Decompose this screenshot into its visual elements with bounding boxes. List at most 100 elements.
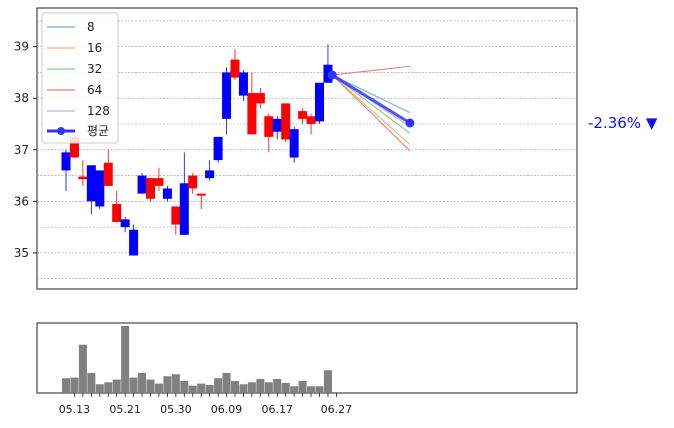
forecast-line [332, 65, 410, 76]
forecast-line [331, 74, 411, 146]
candle-body [298, 111, 308, 119]
volume-bar [112, 379, 121, 393]
candle [146, 178, 155, 202]
candle [315, 82, 324, 125]
candle [154, 167, 164, 192]
volume-bar [171, 374, 180, 393]
x-axis: 05.13 05.21 05.30 06.09 06.17 06.27 [59, 393, 352, 416]
candle [230, 49, 240, 81]
price-y-axis: 35 36 37 38 39 [14, 40, 37, 260]
legend-marker-mean [57, 127, 65, 135]
candle [95, 170, 105, 210]
legend-label-16: 16 [87, 41, 102, 55]
volume-bar [256, 378, 265, 393]
candle-body [95, 170, 105, 207]
candle-body [264, 116, 274, 137]
candle [78, 160, 88, 186]
x-tick-label: 06.17 [262, 403, 294, 416]
candle-body [103, 162, 113, 186]
volume-bar [163, 376, 172, 393]
candle-body [112, 203, 122, 222]
forecast-line [331, 74, 411, 152]
legend: 8 16 32 64 128 평균 [41, 12, 119, 144]
candle [255, 87, 265, 109]
candle-body [196, 193, 206, 196]
candle-body [205, 170, 215, 179]
candle-body [120, 219, 130, 228]
volume-bar [231, 380, 239, 393]
volume-bar [188, 385, 197, 393]
candle-body [306, 116, 316, 125]
forecast-mean-line [331, 73, 411, 125]
volume-bar [104, 382, 113, 393]
y-tick-label: 35 [14, 246, 29, 260]
candle [298, 108, 308, 125]
volume-bar [205, 384, 214, 393]
candle-body [272, 118, 282, 132]
candle-body [230, 59, 240, 78]
volume-bar [180, 380, 189, 393]
candle [213, 136, 223, 163]
x-tick-label: 06.09 [211, 403, 243, 416]
y-tick-label: 39 [14, 40, 29, 54]
legend-label-8: 8 [87, 20, 95, 34]
legend-label-32: 32 [87, 62, 102, 76]
price-panel-frame [36, 7, 578, 290]
candle [112, 191, 122, 222]
forecast-lines [327, 65, 415, 152]
volume-bar [129, 377, 138, 393]
forecast-change-label: -2.36% ▼ [588, 114, 658, 132]
candle-body [315, 82, 324, 122]
candle [264, 113, 274, 153]
candlestick-series [61, 44, 333, 256]
candle-body [238, 72, 248, 96]
forecast-end-point [405, 118, 415, 128]
volume-bar [214, 378, 223, 393]
candle [289, 126, 299, 163]
volume-bar [121, 326, 130, 393]
volume-bar [138, 372, 147, 393]
candle-body [188, 175, 198, 189]
volume-bar [222, 372, 231, 393]
candle-body [179, 183, 189, 235]
candle-body [222, 72, 232, 119]
candle [272, 116, 282, 140]
x-tick-label: 05.30 [160, 403, 192, 416]
candle [61, 149, 71, 192]
candle [238, 69, 248, 101]
volume-bar [273, 378, 282, 393]
volume-bar [281, 382, 290, 393]
candle-body [247, 93, 257, 135]
volume-bar [239, 384, 248, 393]
candle-body [69, 136, 79, 158]
volume-bar [87, 372, 96, 393]
candle-body [281, 103, 291, 140]
candle-body [137, 175, 147, 194]
candle-body [146, 178, 155, 199]
candle [86, 165, 96, 215]
x-tick-label: 05.13 [59, 403, 91, 416]
candle-body [86, 165, 96, 202]
candle [179, 152, 189, 235]
volume-bar [95, 384, 104, 393]
legend-label-128: 128 [87, 104, 110, 118]
x-tick-label: 05.21 [109, 403, 141, 416]
forecast-start-point [327, 70, 337, 80]
y-tick-label: 37 [14, 143, 29, 157]
volume-bar [264, 382, 273, 393]
candle [103, 149, 113, 186]
volume-bar [146, 379, 155, 393]
volume-bar [315, 386, 324, 393]
volume-bar [62, 378, 70, 393]
candle [120, 216, 130, 233]
x-tick-label: 06.27 [321, 403, 353, 416]
volume-bar [307, 386, 316, 393]
volume-bar [290, 386, 299, 393]
candle [306, 113, 316, 135]
volume-bar [70, 377, 79, 393]
candle-body [78, 176, 88, 180]
candle [162, 185, 172, 202]
candle-body [154, 178, 164, 186]
candle-body [255, 93, 265, 104]
